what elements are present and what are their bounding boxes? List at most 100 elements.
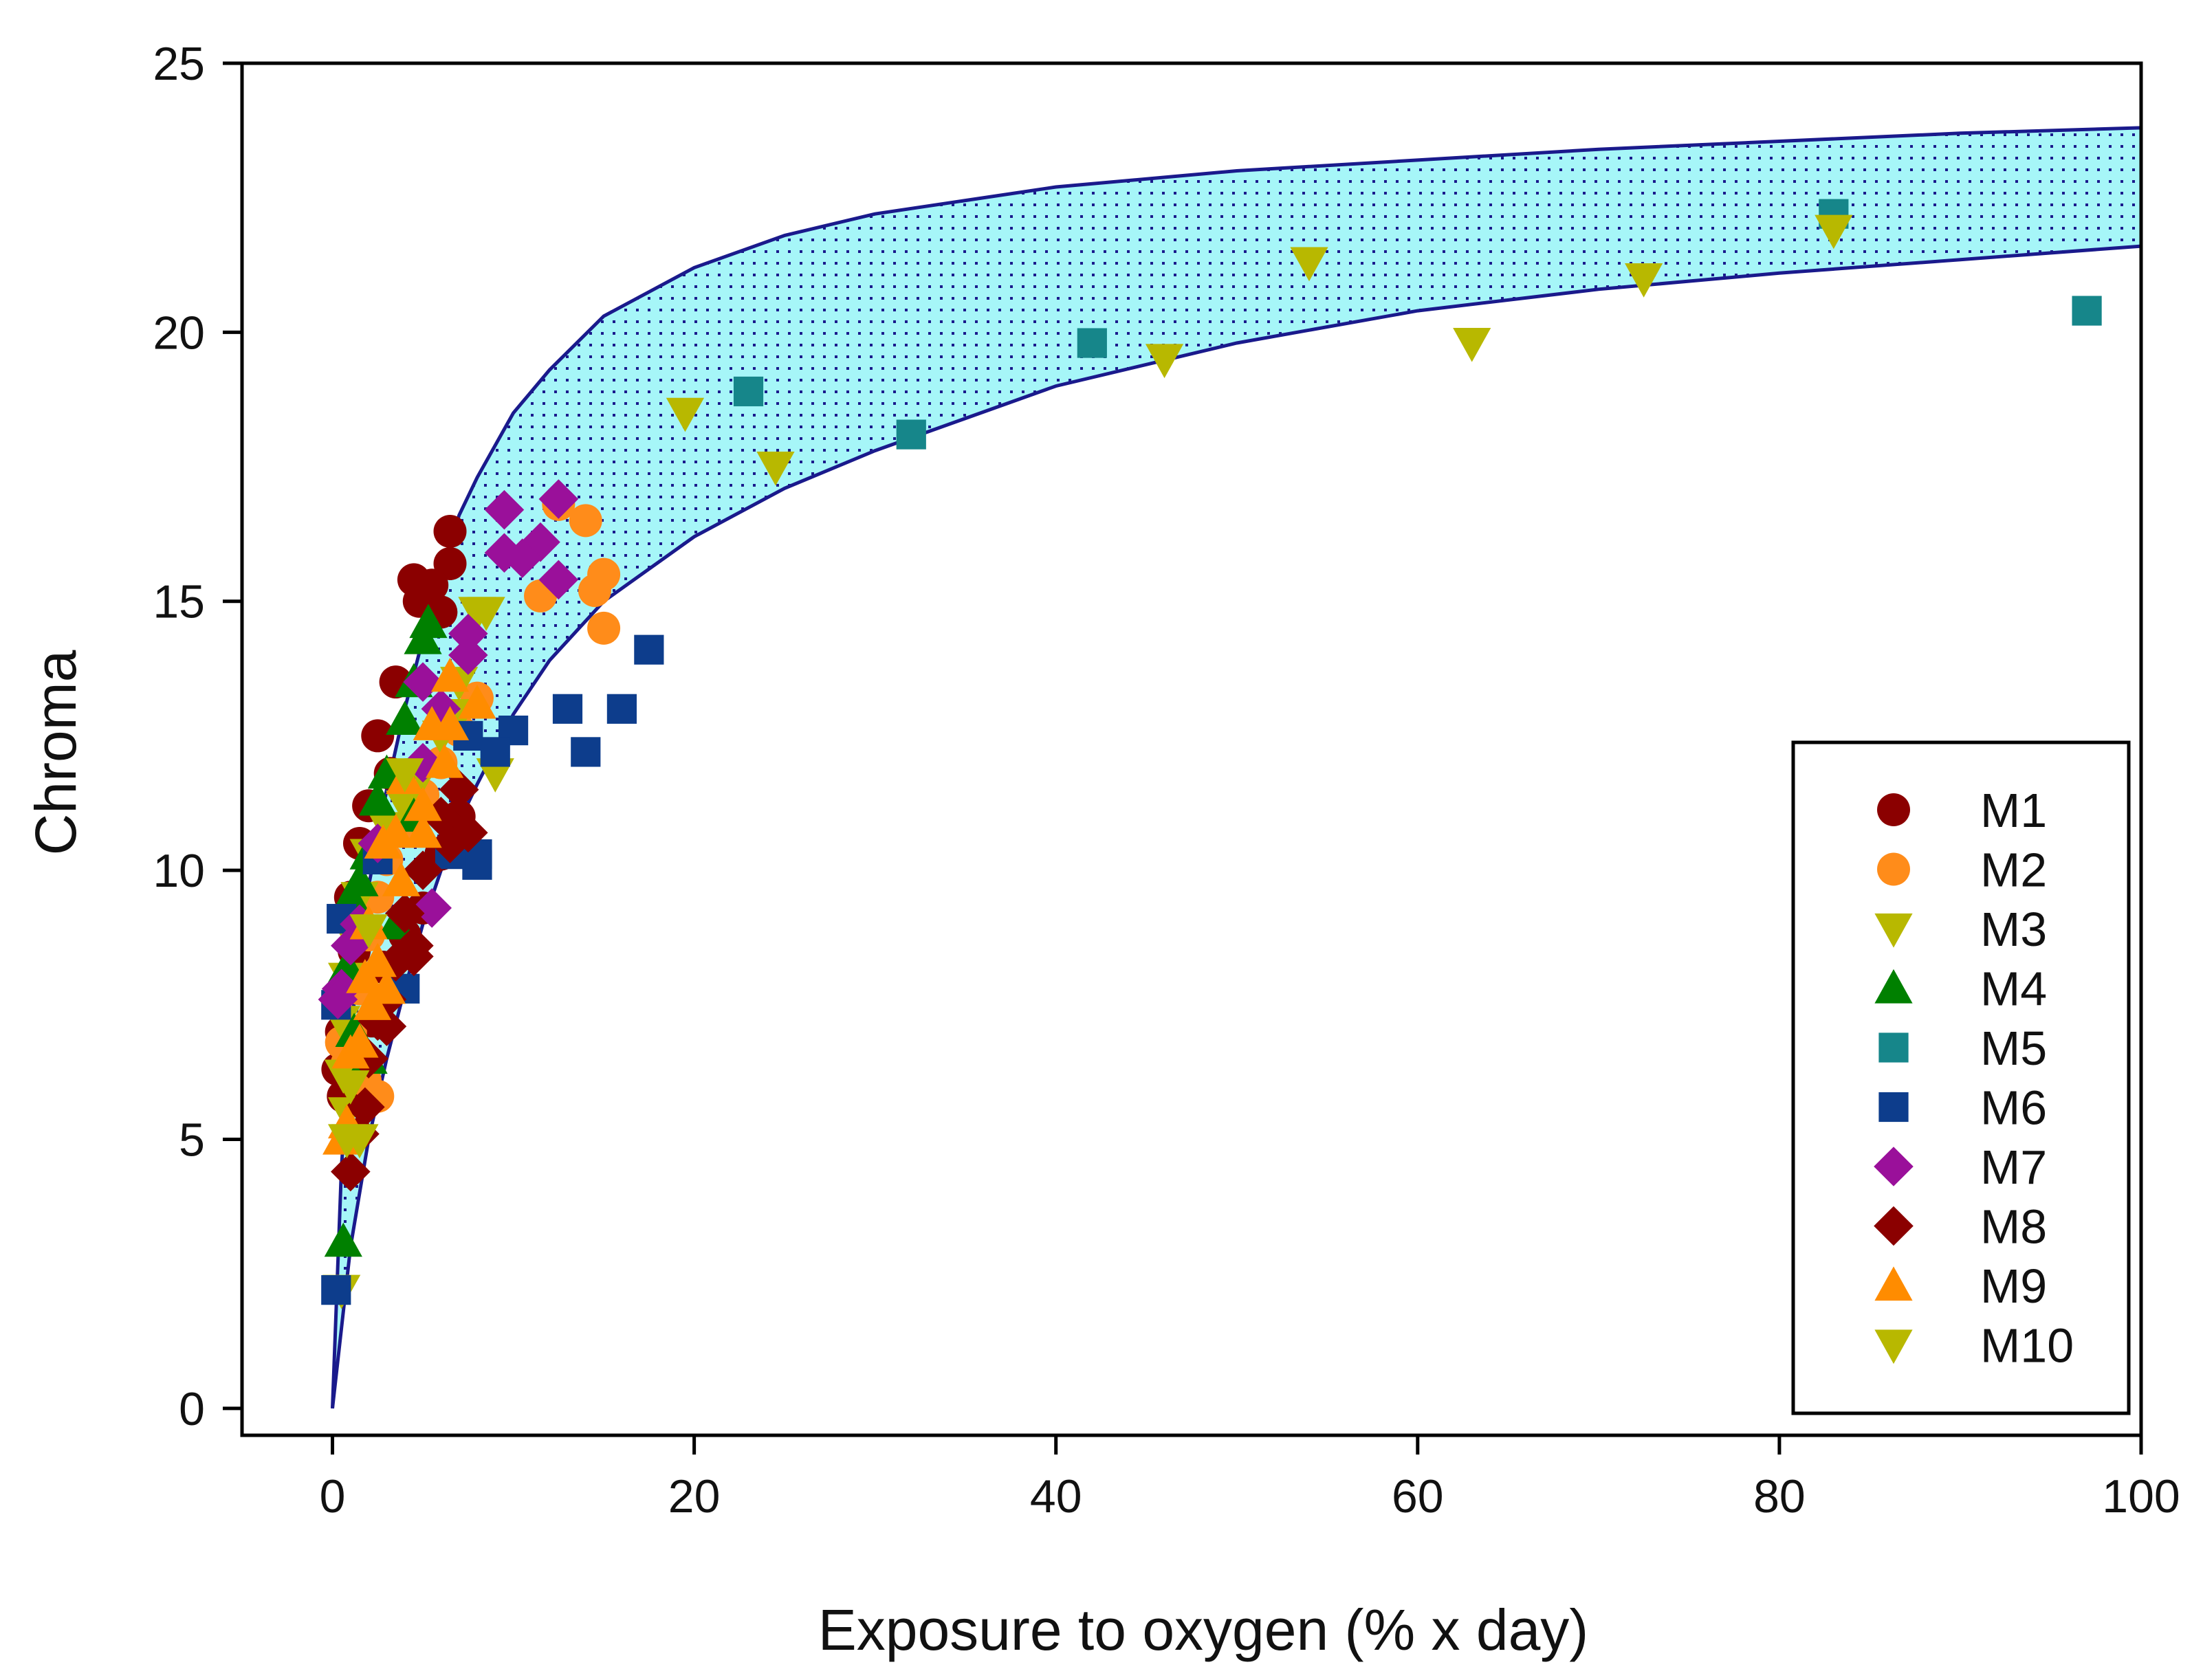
point-m4 bbox=[404, 619, 442, 654]
point-m10 bbox=[1815, 214, 1853, 250]
legend-item-m10: M10 bbox=[1874, 1319, 2074, 1373]
point-m2 bbox=[587, 611, 621, 645]
point-m7 bbox=[484, 489, 525, 530]
y-tick-label: 10 bbox=[153, 845, 205, 897]
point-m8 bbox=[331, 1151, 371, 1192]
y-tick-label: 20 bbox=[153, 307, 205, 359]
point-m3 bbox=[476, 758, 514, 793]
point-m7 bbox=[448, 613, 488, 654]
point-m10 bbox=[467, 597, 505, 631]
point-m6 bbox=[462, 850, 492, 880]
point-m6 bbox=[571, 737, 601, 767]
point-m6 bbox=[634, 634, 664, 665]
point-m1 bbox=[433, 546, 467, 580]
point-m8 bbox=[394, 936, 434, 977]
x-axis-title: Exposure to oxygen (% x day) bbox=[818, 1598, 1589, 1662]
point-m9 bbox=[382, 862, 421, 896]
point-m9 bbox=[404, 786, 442, 821]
y-tick-label: 5 bbox=[179, 1114, 205, 1166]
point-m7 bbox=[403, 662, 443, 702]
point-m8 bbox=[345, 1087, 385, 1127]
legend-label: M7 bbox=[1980, 1140, 2047, 1194]
x-tick-label: 40 bbox=[1030, 1470, 1082, 1523]
point-m10 bbox=[340, 1124, 379, 1159]
point-m10 bbox=[349, 914, 388, 949]
legend-marker-m8 bbox=[1874, 1206, 1914, 1246]
point-m4 bbox=[386, 700, 424, 736]
point-m10 bbox=[666, 397, 705, 432]
y-axis-title: Chroma bbox=[23, 650, 88, 855]
legend-item-m3: M3 bbox=[1874, 903, 2047, 956]
legend-item-m2: M2 bbox=[1877, 843, 2047, 897]
legend-label: M10 bbox=[1980, 1319, 2074, 1373]
legend-label: M9 bbox=[1980, 1259, 2047, 1313]
point-m8 bbox=[349, 1039, 388, 1079]
point-m8 bbox=[403, 850, 443, 890]
y-tick-label: 15 bbox=[153, 576, 205, 628]
legend-item-m7: M7 bbox=[1874, 1140, 2047, 1194]
point-m8 bbox=[366, 1006, 407, 1046]
point-m9 bbox=[458, 684, 496, 719]
point-m7 bbox=[538, 560, 579, 600]
point-m7 bbox=[448, 635, 488, 675]
point-m7 bbox=[484, 533, 525, 573]
legend-item-m1: M1 bbox=[1877, 784, 2047, 837]
point-m7 bbox=[318, 980, 358, 1019]
legend-marker-m5 bbox=[1878, 1032, 1909, 1063]
point-m6 bbox=[552, 694, 583, 724]
legend-item-m8: M8 bbox=[1874, 1200, 2047, 1254]
point-m7 bbox=[412, 888, 452, 928]
legend-label: M8 bbox=[1980, 1200, 2047, 1254]
point-m7 bbox=[538, 479, 579, 519]
legend-label: M4 bbox=[1980, 962, 2047, 1016]
legend-marker-m6 bbox=[1878, 1092, 1909, 1123]
x-tick-label: 100 bbox=[2102, 1470, 2180, 1523]
legend-label: M5 bbox=[1980, 1021, 2047, 1075]
x-tick-label: 80 bbox=[1753, 1470, 1806, 1523]
point-m5 bbox=[1077, 328, 1107, 358]
x-tick-label: 20 bbox=[668, 1470, 721, 1523]
point-m4 bbox=[358, 781, 397, 816]
point-m10 bbox=[756, 451, 795, 486]
legend-box bbox=[1791, 740, 2131, 1415]
point-m9 bbox=[364, 824, 402, 859]
point-m5 bbox=[733, 376, 764, 407]
point-m9 bbox=[430, 657, 470, 692]
data-points bbox=[318, 199, 2102, 1309]
legend-marker-m9 bbox=[1874, 1266, 1913, 1301]
plot-frame bbox=[240, 61, 2143, 1437]
point-m9 bbox=[331, 1034, 370, 1069]
legend-marker-m7 bbox=[1874, 1147, 1914, 1186]
point-m9 bbox=[413, 706, 451, 740]
legend-label: M3 bbox=[1980, 903, 2047, 956]
legend-marker-m10 bbox=[1874, 1329, 1913, 1364]
point-m8 bbox=[439, 769, 479, 810]
point-m5 bbox=[2072, 296, 2102, 326]
point-m10 bbox=[1145, 344, 1184, 379]
point-m2 bbox=[569, 504, 602, 538]
legend-label: M6 bbox=[1980, 1081, 2047, 1135]
point-m5 bbox=[896, 419, 926, 450]
point-m10 bbox=[1625, 263, 1663, 298]
point-m9 bbox=[346, 959, 384, 993]
legend-label: M1 bbox=[1980, 784, 2047, 837]
point-m10 bbox=[1290, 247, 1328, 282]
point-m7 bbox=[403, 742, 443, 783]
legend-marker-m3 bbox=[1874, 913, 1913, 948]
legend-item-m4: M4 bbox=[1874, 962, 2047, 1016]
point-m10 bbox=[386, 758, 424, 793]
legend-label: M2 bbox=[1980, 843, 2047, 897]
series-m10 bbox=[327, 214, 1853, 1159]
legend-marker-m4 bbox=[1874, 969, 1913, 1004]
point-m8 bbox=[384, 893, 425, 933]
point-m2 bbox=[578, 574, 611, 608]
point-m4 bbox=[324, 1222, 362, 1257]
point-m9 bbox=[353, 986, 391, 1020]
point-m6 bbox=[321, 1275, 351, 1305]
confidence-band bbox=[332, 127, 2141, 1408]
point-m9 bbox=[404, 813, 442, 848]
legend-marker-m2 bbox=[1877, 852, 1910, 886]
x-tick-label: 60 bbox=[1392, 1470, 1444, 1523]
